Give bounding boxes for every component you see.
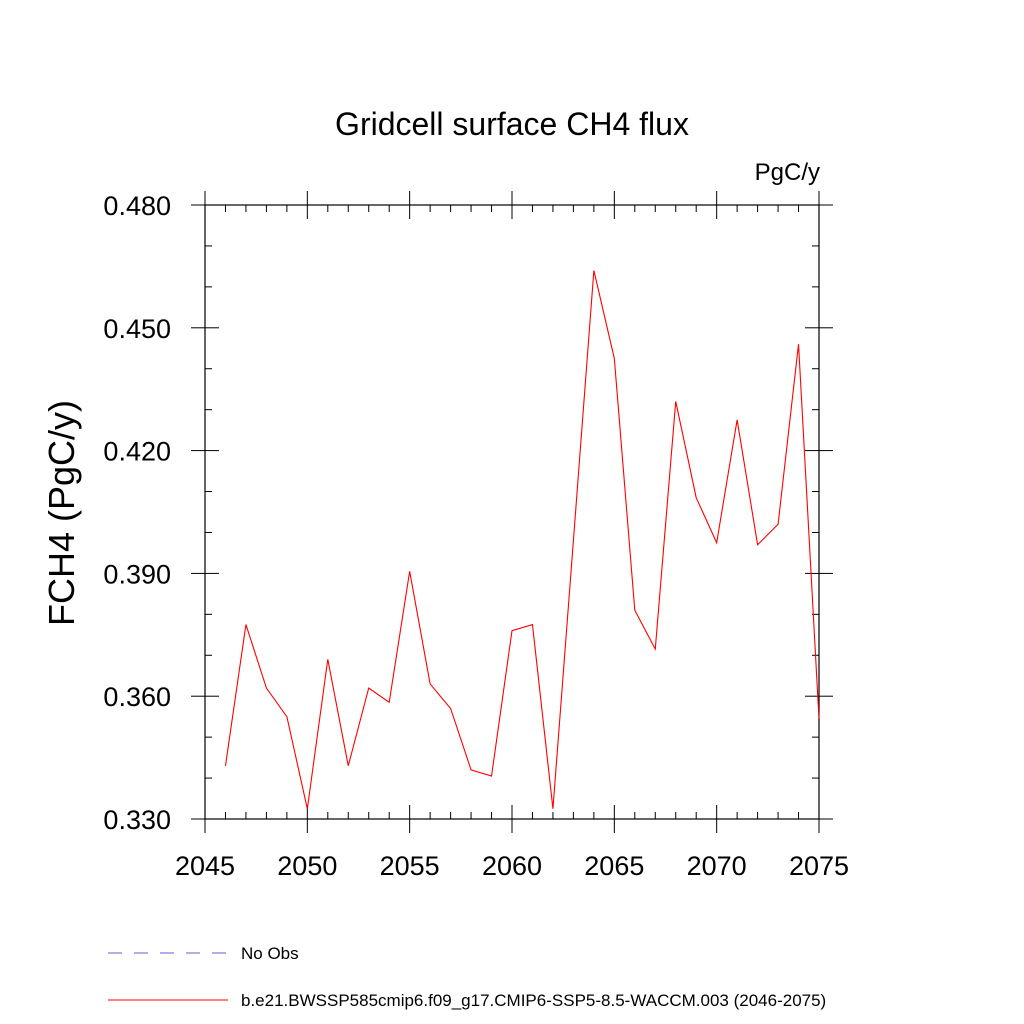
y-tick-label: 0.480: [103, 191, 171, 221]
chart-title: Gridcell surface CH4 flux: [335, 106, 689, 142]
y-axis-label: FCH4 (PgC/y): [41, 400, 82, 626]
y-tick-label: 0.330: [103, 805, 171, 835]
x-tick-label: 2075: [789, 851, 849, 881]
legend: No Obs b.e21.BWSSP585cmip6.f09_g17.CMIP6…: [108, 944, 826, 1010]
x-tick-label: 2050: [277, 851, 337, 881]
x-tick-label: 2055: [380, 851, 440, 881]
series-layer: [224, 270, 820, 809]
x-axis-ticks: 2045 2050 2055 2060 2065 2070 2075: [175, 191, 849, 881]
y-tick-label: 0.360: [103, 682, 171, 712]
legend-label-model: b.e21.BWSSP585cmip6.f09_g17.CMIP6-SSP5-8…: [241, 991, 826, 1010]
legend-label-no-obs: No Obs: [241, 944, 299, 963]
y-tick-label: 0.390: [103, 559, 171, 589]
x-tick-label: 2065: [584, 851, 644, 881]
x-tick-label: 2070: [687, 851, 747, 881]
y-tick-label: 0.450: [103, 314, 171, 344]
plot-frame: [204, 204, 820, 820]
y-tick-label: 0.420: [103, 437, 171, 467]
series-line-0: [224, 270, 820, 809]
x-tick-label: 2060: [482, 851, 542, 881]
y-axis-ticks: 0.330 0.360 0.390 0.420 0.450 0.480: [103, 191, 833, 835]
x-tick-label: 2045: [175, 851, 235, 881]
units-label: PgC/y: [755, 159, 820, 186]
